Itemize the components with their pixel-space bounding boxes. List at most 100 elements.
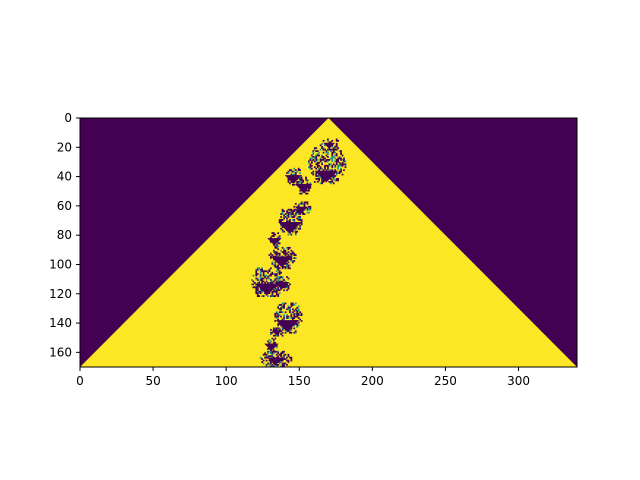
heatmap-cell: [290, 216, 293, 218]
heatmap-cell: [275, 365, 278, 368]
heatmap-cell: [277, 306, 280, 309]
heatmap-cell: [277, 324, 280, 327]
heatmap-cell: [312, 150, 315, 152]
heatmap-cell: [275, 273, 278, 276]
heatmap-cell: [277, 315, 280, 318]
heatmap-cell: [293, 214, 296, 217]
heatmap-cell: [284, 249, 287, 252]
heatmap-cell: [299, 169, 302, 172]
heatmap-cell: [283, 279, 285, 281]
heatmap-cell: [271, 273, 274, 276]
heatmap-cell: [287, 170, 290, 173]
heatmap-cell: [291, 260, 294, 262]
heatmap-cell: [297, 204, 300, 207]
defect-region: [274, 302, 303, 334]
heatmap-cell: [287, 211, 290, 214]
heatmap-cell: [291, 219, 294, 221]
heatmap-cell: [287, 261, 290, 264]
heatmap-cell: [319, 144, 322, 147]
heatmap-cell: [267, 276, 269, 278]
heatmap-cell: [287, 180, 290, 183]
heatmap-cell: [275, 315, 278, 318]
heatmap-cell: [335, 153, 338, 155]
heatmap-cell: [256, 289, 259, 292]
heatmap-cell: [294, 169, 297, 172]
heatmap-cell: [283, 265, 285, 268]
heatmap-cell: [277, 327, 280, 330]
heatmap-cell: [265, 364, 268, 366]
heatmap-cell: [275, 290, 278, 293]
heatmap-cell: [312, 170, 315, 173]
heatmap-cell: [293, 309, 296, 312]
heatmap-cell: [337, 159, 340, 161]
heatmap-cell: [281, 358, 284, 360]
heatmap-cell: [338, 170, 341, 173]
heatmap-cell: [318, 167, 321, 170]
heatmap-cell: [302, 179, 304, 182]
heatmap-cell: [327, 156, 329, 158]
heatmap-cell: [334, 175, 337, 177]
heatmap-cell: [300, 219, 303, 221]
heatmap-cell: [294, 323, 297, 325]
heatmap-cell: [256, 286, 259, 289]
heatmap-cell: [268, 342, 271, 344]
heatmap-cell: [274, 315, 277, 318]
y-tick-label: 140: [49, 316, 72, 330]
heatmap-cell: [315, 156, 318, 158]
heatmap-cell: [268, 274, 271, 277]
heatmap-cell: [297, 180, 300, 183]
heatmap-cell: [272, 327, 275, 330]
heatmap-cell: [296, 311, 299, 314]
heatmap-cell: [303, 202, 306, 205]
heatmap-cell: [281, 334, 284, 337]
heatmap-cell: [281, 280, 284, 283]
heatmap-cell: [297, 324, 300, 327]
heatmap-cell: [287, 361, 290, 363]
heatmap-cell: [287, 220, 290, 223]
heatmap-cell: [270, 295, 272, 297]
heatmap-cell: [296, 309, 299, 312]
heatmap-cell: [334, 169, 337, 172]
heatmap-cell: [341, 154, 344, 157]
heatmap-cell: [289, 219, 291, 221]
heatmap-cell: [296, 182, 299, 185]
heatmap-cell: [341, 159, 344, 161]
heatmap-cell: [343, 169, 345, 172]
heatmap-cell: [319, 176, 322, 179]
heatmap-cell: [322, 139, 325, 142]
heatmap-cell: [293, 331, 296, 334]
heatmap-cell: [286, 315, 288, 318]
heatmap-cell: [278, 220, 281, 223]
heatmap-cell: [329, 178, 332, 180]
heatmap-cell: [289, 246, 291, 249]
heatmap-cell: [252, 274, 255, 277]
heatmap-cell: [297, 219, 300, 221]
heatmap-cell: [299, 211, 302, 214]
heatmap-cell: [321, 178, 323, 180]
heatmap-cell: [294, 330, 297, 333]
heatmap-cell: [284, 280, 287, 283]
heatmap-cell: [270, 362, 272, 365]
heatmap-cell: [312, 159, 315, 161]
heatmap-cell: [272, 232, 275, 235]
heatmap-cell: [293, 257, 296, 259]
heatmap-cell: [331, 180, 334, 183]
heatmap-cell: [313, 147, 316, 150]
heatmap-cell: [265, 359, 268, 362]
heatmap-cell: [324, 148, 326, 151]
heatmap-cell: [299, 318, 302, 321]
heatmap-cell: [325, 150, 328, 152]
heatmap-cell: [322, 156, 325, 158]
heatmap-cell: [264, 352, 266, 355]
heatmap-cell: [306, 211, 309, 214]
heatmap-cell: [294, 233, 297, 236]
heatmap-cell: [277, 287, 280, 290]
heatmap-cell: [308, 161, 310, 164]
heatmap-cell: [290, 173, 293, 176]
heatmap-cell: [283, 230, 285, 233]
heatmap-cell: [344, 166, 347, 169]
heatmap-cell: [277, 252, 280, 255]
heatmap-cell: [327, 148, 329, 151]
heatmap-cell: [338, 157, 341, 160]
heatmap-cell: [271, 282, 274, 284]
